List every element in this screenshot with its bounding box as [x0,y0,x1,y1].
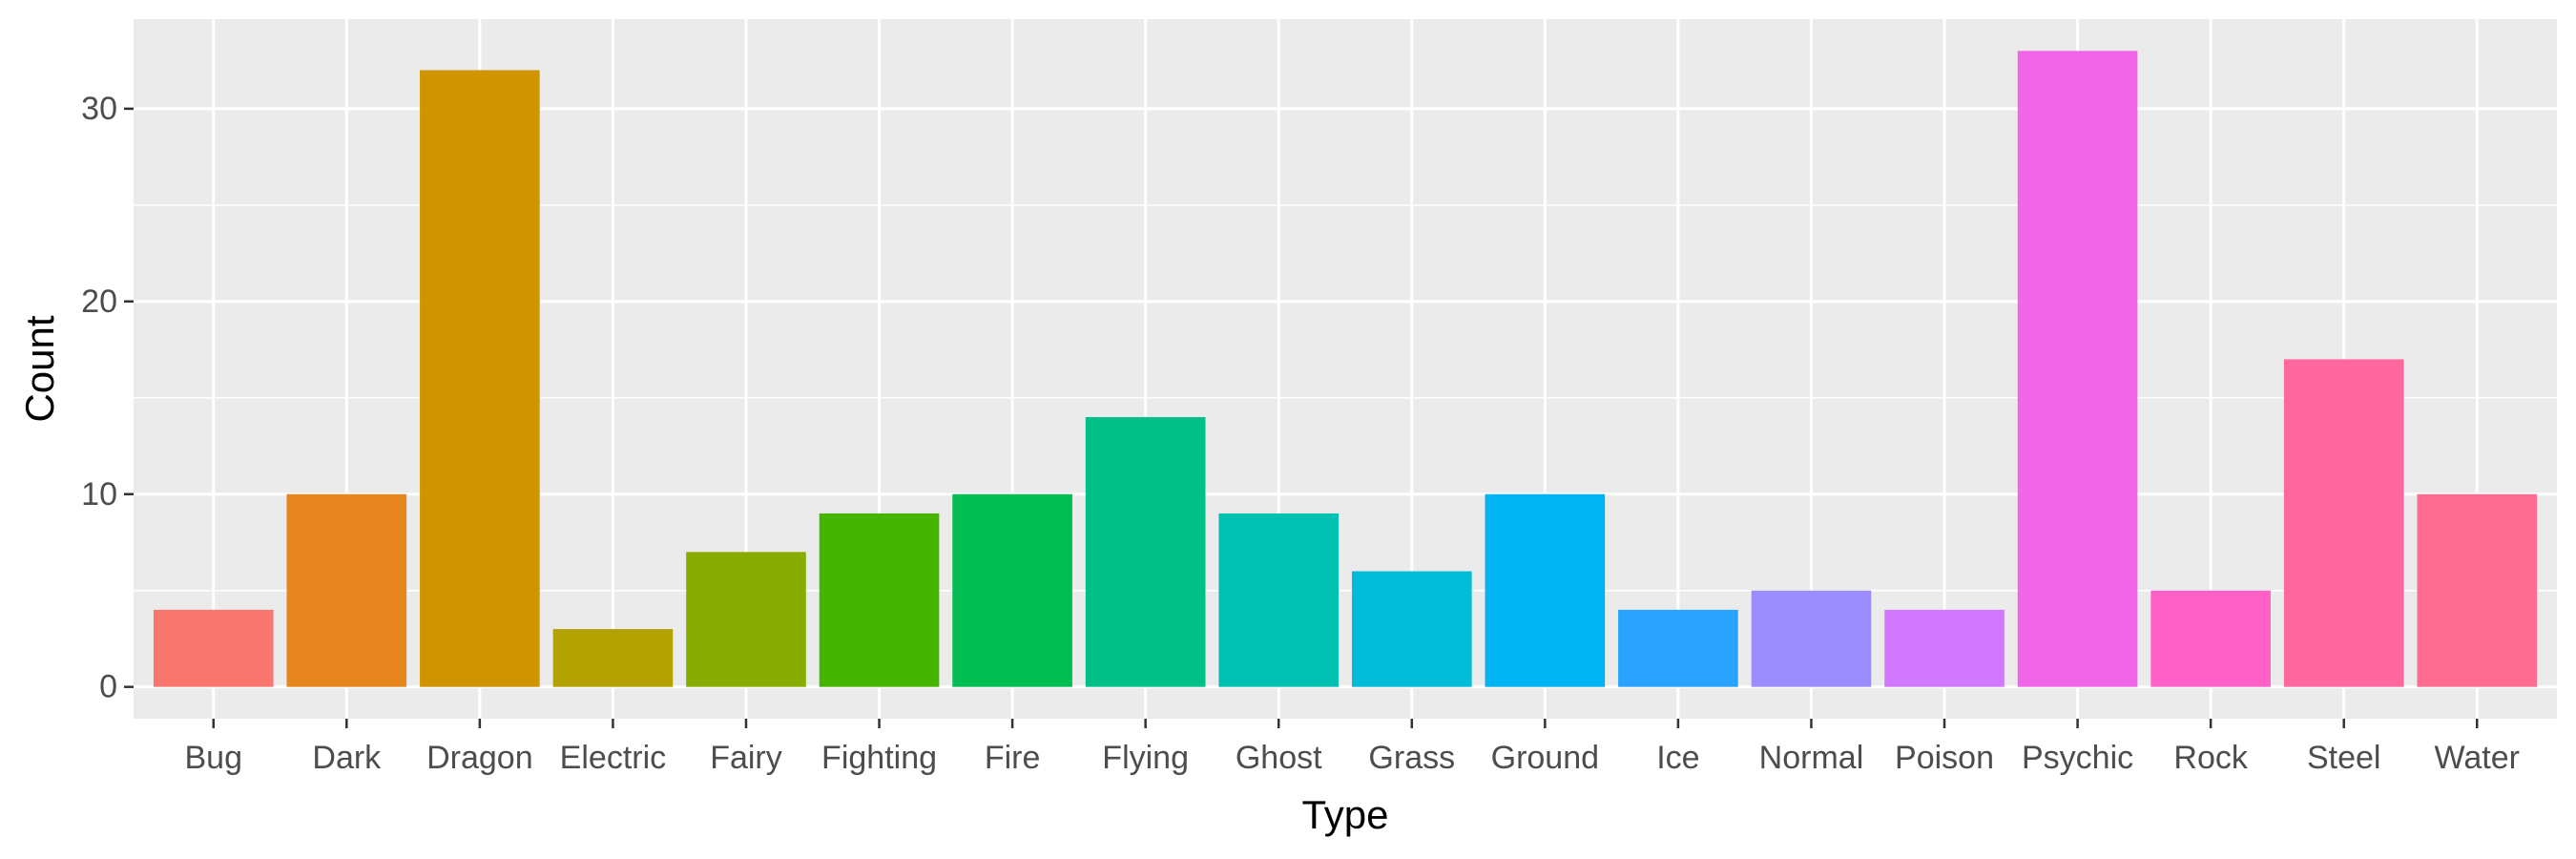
bar-rock [2150,590,2271,687]
y-tick-label: 30 [81,91,117,127]
x-tick-label: Electric [560,740,666,776]
x-tick-label: Fighting [821,740,937,776]
x-tick-label: Dragon [426,740,533,776]
bars [153,51,2538,687]
x-tick-label: Ground [1491,740,1599,776]
bar-fire [952,493,1072,687]
y-axis-title: Count [17,315,62,422]
bar-dark [286,493,407,687]
bar-steel [2283,359,2404,687]
bar-water [2417,493,2538,687]
bar-fairy [686,552,806,687]
bar-ice [1618,609,1738,687]
bar-dragon [420,70,540,687]
y-axis: 0 10 20 30 [81,91,134,705]
x-tick-label: Ice [1656,740,1699,776]
x-tick-label: Fairy [710,740,782,776]
x-tick-label: Rock [2173,740,2248,776]
x-tick-label: Normal [1759,740,1864,776]
bar-normal [1751,590,1872,687]
x-tick-label: Psychic [2022,740,2133,776]
y-tick-label: 20 [81,283,117,320]
x-tick-label: Ghost [1236,740,1322,776]
y-tick-label: 0 [99,669,117,705]
bar-bug [153,609,274,687]
x-tick-label: Poison [1895,740,1994,776]
bar-electric [552,629,674,687]
y-tick-label: 10 [81,476,117,513]
x-axis-title: Type [1301,792,1388,837]
x-tick-label: Fire [985,740,1041,776]
bar-poison [1884,609,2005,687]
bar-flying [1085,416,1206,687]
x-tick-label: Flying [1102,740,1189,776]
x-tick-label: Dark [312,740,382,776]
bar-ghost [1218,513,1340,687]
bar-fighting [819,513,940,687]
bar-ground [1485,493,1606,687]
bar-grass [1351,571,1472,687]
x-axis: Bug Dark Dragon Electric Fairy Fighting Fire Fl… [184,719,2520,776]
x-tick-label: Steel [2307,740,2381,776]
x-tick-label: Bug [184,740,242,776]
bar-psychic [2017,51,2138,687]
x-tick-label: Water [2435,740,2520,776]
x-tick-label: Grass [1368,740,1455,776]
